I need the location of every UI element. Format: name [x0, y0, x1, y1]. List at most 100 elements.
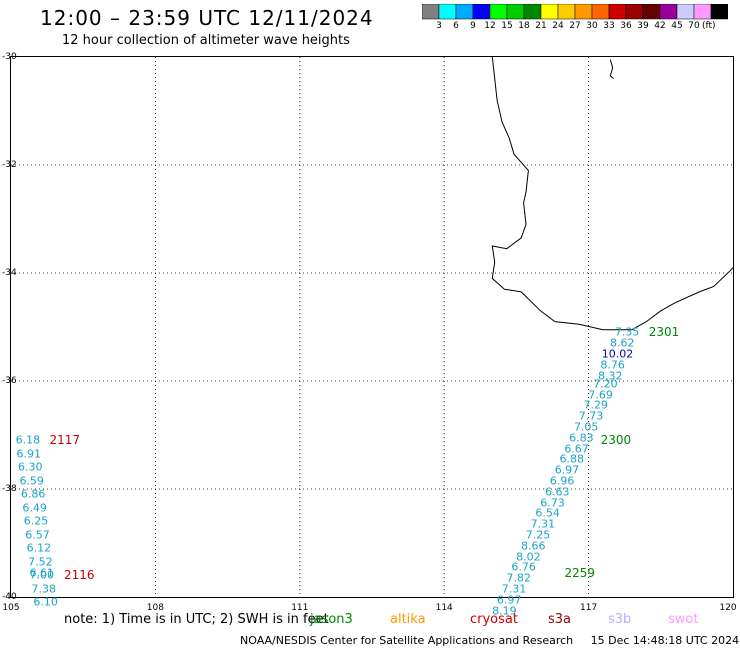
wave-height-value: 6.86: [20, 487, 46, 501]
legend-swatch: [574, 4, 593, 20]
satellite-label: s3a: [548, 612, 572, 627]
lat-tick-label: -36: [2, 376, 17, 386]
wave-height-value: 7.69: [588, 388, 613, 401]
legend-swatch: [455, 4, 474, 20]
wave-height-value: 6.57: [25, 528, 50, 542]
wave-height-value: 7.73: [578, 409, 604, 423]
wave-height-value: 7.52: [28, 555, 53, 569]
wave-height-value: 8.66: [520, 539, 546, 553]
wave-height-value: 6.96: [549, 474, 575, 488]
satellite-label: altika: [390, 612, 426, 627]
islet: [609, 59, 614, 79]
wave-height-value: 8.62: [610, 336, 635, 350]
wave-height-value: 7.05: [573, 420, 599, 434]
pass-time-label: 2116: [63, 568, 95, 583]
lat-tick-label: -32: [2, 160, 17, 170]
map-frame: [10, 56, 734, 598]
wave-height-value: 6.76: [511, 560, 536, 574]
color-legend: [422, 4, 728, 20]
legend-swatch: [591, 4, 610, 20]
pass-time-label: 2300: [600, 433, 632, 448]
wave-height-value: 6.49: [22, 501, 47, 515]
legend-label: 33: [603, 21, 615, 31]
map-canvas: [11, 57, 733, 597]
legend-label: 3: [436, 21, 442, 31]
pass-time-label: 2117: [49, 433, 81, 448]
wave-height-value: 6.83: [569, 431, 594, 445]
legend-label: 18: [518, 21, 530, 31]
credit-text: NOAA/NESDIS Center for Satellite Applica…: [240, 634, 574, 647]
wave-height-value: 6.88: [559, 452, 585, 466]
legend-swatch: [693, 4, 712, 20]
legend-swatch: [472, 4, 491, 20]
lon-tick-label: 120: [719, 603, 737, 613]
wave-height-value: 6.73: [540, 496, 565, 509]
wave-height-value: 6.10: [33, 595, 58, 609]
wave-height-value: 6.25: [23, 514, 49, 528]
legend-label: 42: [654, 21, 666, 31]
legend-label: 24: [552, 21, 564, 31]
wave-height-value: 7.29: [583, 398, 609, 412]
wave-height-value: 10.02: [601, 347, 634, 361]
wave-height-value: 6.12: [26, 541, 52, 555]
wave-height-value: 7.20: [593, 377, 618, 391]
satellite-label: s3b: [608, 612, 632, 627]
lon-tick-label: 108: [146, 603, 164, 613]
legend-swatch: [710, 4, 728, 20]
lat-tick-label: -30: [2, 52, 17, 62]
page-title: 12:00 – 23:59 UTC 12/11/2024: [40, 6, 374, 30]
legend-label: 21: [535, 21, 547, 31]
legend-label: 9: [470, 21, 476, 31]
wave-height-value: 7.82: [506, 571, 532, 585]
wave-height-value: 7.35: [614, 325, 640, 339]
footer-note: note: 1) Time is in UTC; 2) SWH is in fe…: [64, 612, 329, 627]
wave-height-value: 6.54: [535, 506, 560, 520]
wave-height-value: 8.02: [516, 550, 541, 563]
legend-swatch: [625, 4, 644, 20]
legend-label: 15: [501, 21, 513, 31]
lon-tick-label: 111: [291, 603, 309, 613]
lat-tick-label: -38: [2, 484, 17, 494]
legend-label: 27: [569, 21, 581, 31]
footer-credit: NOAA/NESDIS Center for Satellite Applica…: [240, 634, 739, 647]
legend-label: 30: [586, 21, 598, 31]
legend-swatch: [506, 4, 525, 20]
legend-unit: (ft): [702, 21, 716, 31]
wave-height-value: 6.18: [15, 433, 41, 447]
wave-height-value: 6.97: [554, 463, 580, 477]
timestamp: 15 Dec 14:48:18 UTC 2024: [590, 634, 740, 647]
wave-height-value: 7.00: [29, 568, 55, 582]
page-subtitle: 12 hour collection of altimeter wave hei…: [62, 33, 350, 48]
wave-height-value: 6.67: [564, 442, 589, 455]
legend-label: 39: [637, 21, 649, 31]
legend-swatch: [489, 4, 508, 20]
legend-label: 70: [688, 21, 700, 31]
satellite-label: swot: [668, 612, 699, 627]
legend-swatch: [523, 4, 542, 20]
wave-height-value: 6.59: [19, 474, 44, 488]
wave-height-value: 6.30: [18, 460, 43, 474]
lat-tick-label: -40: [2, 592, 17, 602]
wave-height-value: 7.38: [31, 582, 56, 596]
wave-height-value: 6.97: [496, 593, 522, 607]
satellite-label: jason3: [310, 612, 353, 627]
legend-swatch: [557, 4, 576, 20]
legend-swatch: [676, 4, 695, 20]
wave-height-value: 7.31: [501, 582, 527, 596]
wave-height-value: 7.31: [530, 517, 556, 531]
pass-time-label: 2301: [648, 325, 680, 340]
lon-tick-label: 114: [435, 603, 453, 613]
wave-height-value: 8.76: [600, 358, 625, 372]
legend-label: 12: [484, 21, 496, 31]
wave-height-value: 7.25: [525, 528, 551, 542]
legend-label: 36: [620, 21, 632, 31]
lon-tick-label: 105: [2, 603, 20, 613]
wave-height-value: 8.32: [598, 369, 623, 383]
legend-swatch: [422, 4, 440, 20]
legend-swatch: [540, 4, 559, 20]
legend-swatch: [608, 4, 627, 20]
satellite-label: cryosat: [470, 612, 518, 627]
legend-label: 6: [453, 21, 459, 31]
lat-tick-label: -34: [2, 268, 17, 278]
pass-time-label: 2259: [564, 565, 596, 580]
